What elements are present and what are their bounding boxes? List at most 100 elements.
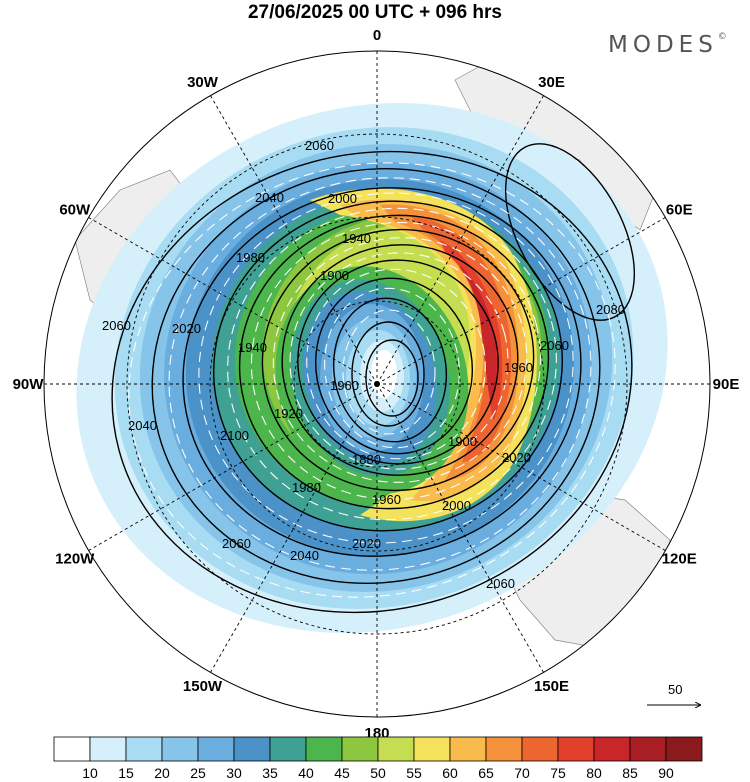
contour-label: 1900 [320, 268, 349, 283]
colorbar-swatch [521, 736, 559, 762]
contour-label: 1960 [330, 378, 359, 393]
longitude-label: 90E [713, 376, 740, 393]
longitude-label: 120W [55, 551, 95, 568]
contour-label: 1940 [342, 231, 371, 246]
colorbar-tick-label: 55 [406, 765, 422, 781]
colorbar-tick-label: 85 [622, 765, 638, 781]
shade-inner-10 [371, 350, 397, 398]
meridian-line [376, 383, 666, 551]
longitude-label: 30W [187, 74, 219, 91]
contour-1940 [281, 244, 519, 476]
colorbar-tick-label: 20 [154, 765, 170, 781]
contour-1860 [351, 321, 425, 427]
brand-name: MODES [608, 32, 718, 58]
reference-vector: 50 [647, 682, 700, 705]
longitude-label: 90W [13, 376, 45, 393]
colorbar-swatch [197, 736, 235, 762]
colorbar-tick-label: 35 [262, 765, 278, 781]
contour-label: 1940 [238, 340, 267, 355]
colorbar-swatch [629, 736, 667, 762]
colorbar-swatch [53, 736, 91, 762]
reference-vector-value: 50 [668, 682, 682, 697]
colorbar-tick-label: 50 [370, 765, 386, 781]
colorbar-swatch [377, 736, 415, 762]
colorbar-swatch [161, 736, 199, 762]
colorbar-swatch [233, 736, 271, 762]
contour-label: 2040 [255, 190, 284, 205]
contour-1980 [238, 214, 550, 510]
contour-label: 1960 [372, 492, 401, 507]
colorbar-swatch [341, 736, 379, 762]
meridian-line [210, 383, 378, 673]
longitude-label: 150E [534, 678, 569, 695]
map-title: 27/06/2025 00 UTC + 096 hrs [247, 2, 503, 23]
wind-shading [76, 103, 668, 633]
colorbar-swatch [269, 736, 307, 762]
contour-label: 2100 [220, 428, 249, 443]
longitude-label: 0 [373, 27, 381, 44]
colorbar-tick-label: 75 [550, 765, 566, 781]
contour-label: 1920 [274, 406, 303, 421]
colorbar-swatch [485, 736, 523, 762]
height-contours [111, 143, 636, 614]
contour-1960 [261, 228, 535, 492]
colorbar-tick-label: 90 [658, 765, 674, 781]
contour-label: 2060 [102, 318, 131, 333]
colorbar-tick-label: 10 [82, 765, 98, 781]
contour-label: 2060 [486, 576, 515, 591]
contour-1920 [297, 259, 499, 465]
meridian-line [88, 217, 378, 385]
shade-jet-85 [460, 265, 497, 405]
colorbar-tick-label: 65 [478, 765, 494, 781]
contour-1900 [314, 277, 474, 455]
colorbar-swatch [89, 736, 127, 762]
contour-2000 [213, 200, 563, 532]
wind-streamlines [128, 162, 616, 598]
contour-label: 2020 [502, 450, 531, 465]
colorbar-swatch [305, 736, 343, 762]
contour-label: 2040 [128, 418, 157, 433]
colorbar-tick-label: 60 [442, 765, 458, 781]
contour-2080-high [504, 143, 636, 321]
contour-labels: 2060 2040 2000 1940 1900 1980 2020 1940 … [102, 138, 625, 591]
longitude-label: 120E [662, 551, 697, 568]
contour-label: 1960 [504, 360, 533, 375]
contour-label: 1980 [236, 250, 265, 265]
map-border [43, 50, 711, 718]
longitude-label: 60E [666, 202, 693, 219]
colorbar-swatch [557, 736, 595, 762]
colorbar-tick-label: 15 [118, 765, 134, 781]
contour-2060-outer [111, 150, 633, 614]
longitude-label: 60W [59, 202, 91, 219]
meridian-line [210, 95, 378, 385]
colorbar-tick-label: 70 [514, 765, 530, 781]
meridian-line [376, 383, 544, 673]
contour-1880 [332, 297, 448, 443]
colorbar-swatch [665, 736, 703, 762]
colorbar-tick-label: 25 [190, 765, 206, 781]
meridian-line [376, 95, 544, 385]
pole-marker [374, 381, 380, 387]
contour-label: 2040 [290, 548, 319, 563]
colorbar-swatch [449, 736, 487, 762]
colorbar-tick-label: 45 [334, 765, 350, 781]
contour-2040 [151, 167, 601, 585]
contour-label: 2020 [352, 536, 381, 551]
modes-logo: MODES© [608, 32, 727, 58]
colorbar-swatch [125, 736, 163, 762]
contour-label: 2060 [540, 338, 569, 353]
longitude-label: 150W [183, 678, 223, 695]
contour-label: 2000 [442, 498, 471, 513]
contour-label: 1900 [448, 434, 477, 449]
contour-label: 1980 [292, 480, 321, 495]
colorbar-tick-label: 40 [298, 765, 314, 781]
meridian-line [376, 217, 666, 385]
contour-label: 2060 [305, 138, 334, 153]
brand-mark: © [717, 32, 727, 42]
wind-speed-colorbar: 10 15 20 25 30 35 40 45 50 55 60 65 70 75 80 85 90 [53, 736, 703, 781]
colorbar-tick-label: 30 [226, 765, 242, 781]
colorbar-tick-label: 80 [586, 765, 602, 781]
graticule [44, 51, 710, 717]
colorbar-swatch [413, 736, 451, 762]
